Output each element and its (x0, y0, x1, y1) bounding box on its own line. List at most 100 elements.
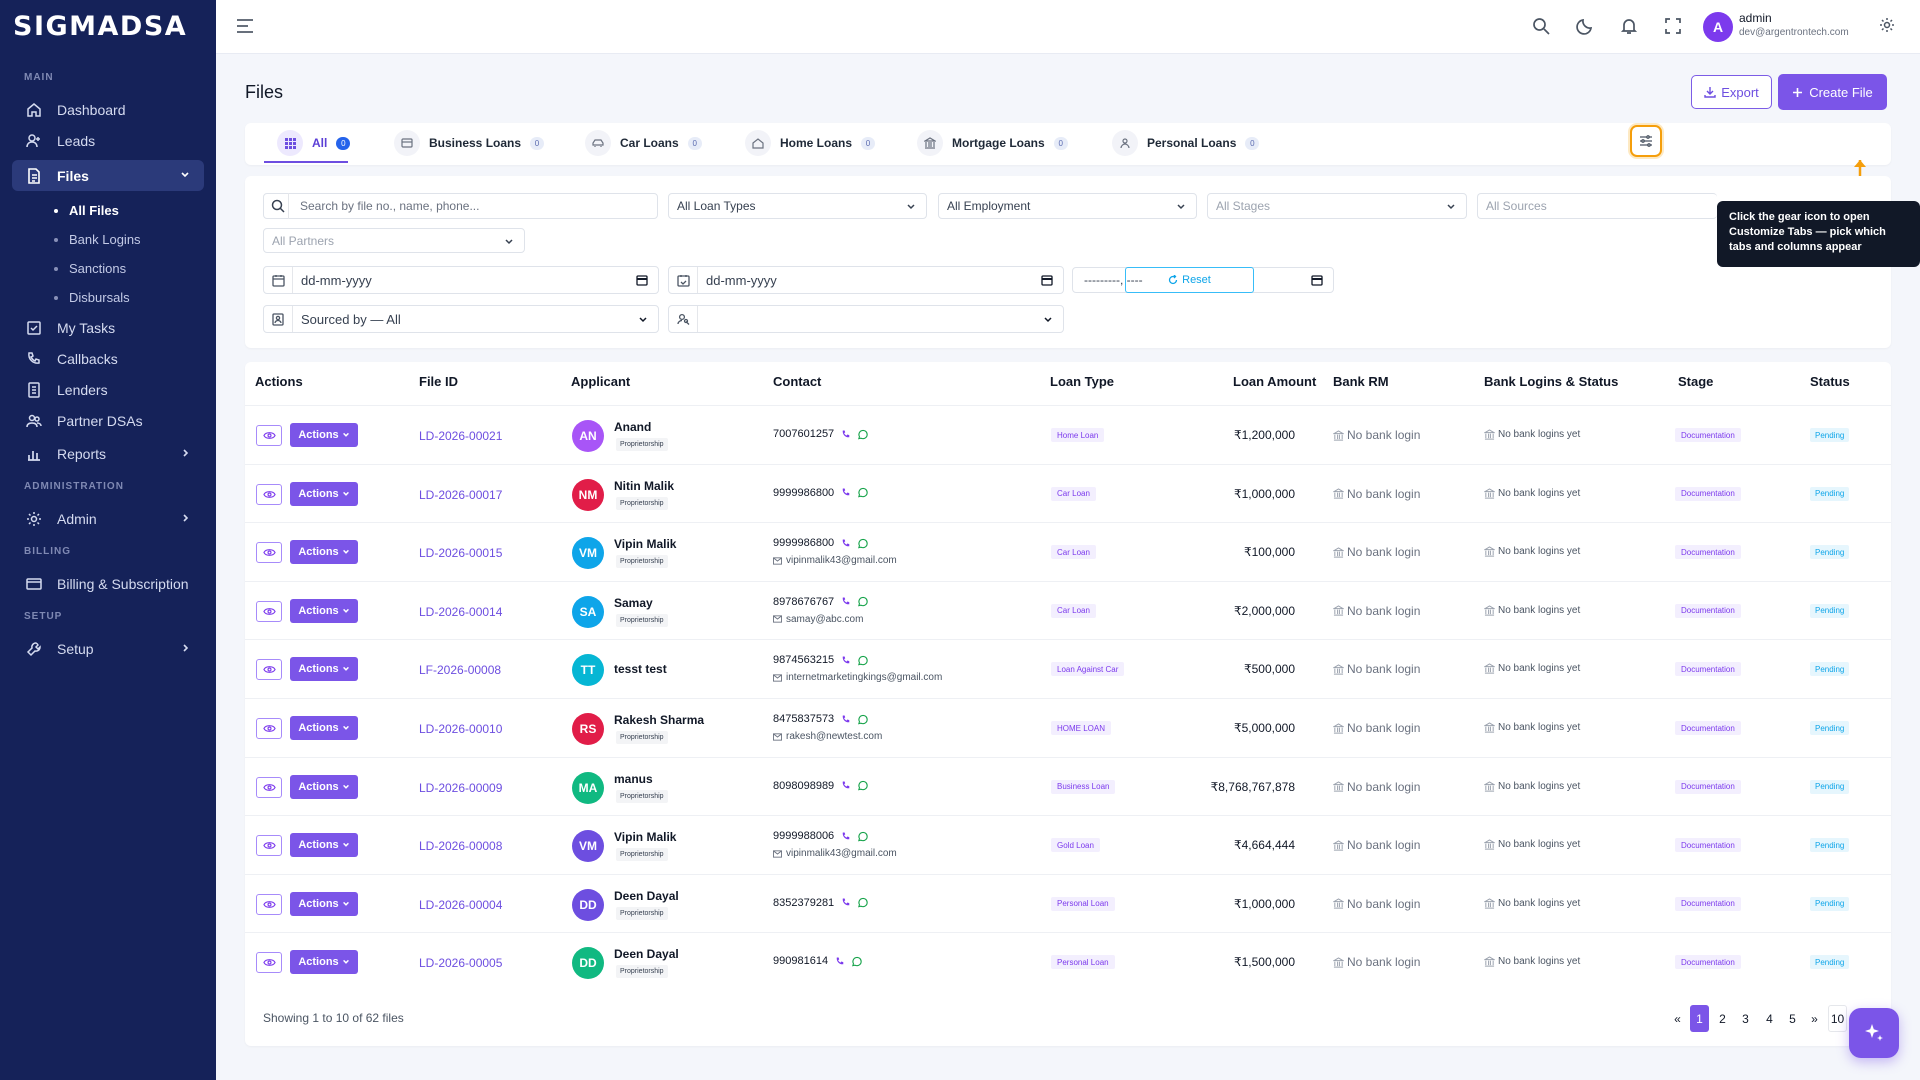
row-actions-button[interactable]: Actions (290, 540, 358, 565)
phone-icon[interactable] (835, 957, 844, 966)
calendar-picker-icon[interactable] (1041, 274, 1053, 286)
page-button[interactable]: » (1811, 1011, 1818, 1026)
view-file-button[interactable] (256, 776, 282, 798)
phone-icon[interactable] (841, 429, 850, 439)
view-file-button[interactable] (256, 542, 282, 564)
stages-select[interactable]: All Stages (1207, 193, 1467, 219)
hamburger-menu-icon[interactable] (236, 18, 254, 34)
phone-icon[interactable] (841, 488, 850, 497)
row-actions-button[interactable]: Actions (290, 598, 358, 623)
row-actions-button[interactable]: Actions (290, 774, 358, 799)
sidebar-item-admin[interactable]: Admin (12, 503, 204, 534)
phone-icon[interactable] (841, 539, 850, 548)
tab-car-loans[interactable]: Car Loans 0 (585, 123, 702, 163)
row-actions-button[interactable]: Actions (290, 716, 358, 740)
table-row[interactable]: Actions LD-2026-00021 AN Anand Proprietorshi… (245, 405, 1891, 463)
customize-tabs-button[interactable] (1630, 125, 1662, 157)
tab-mortgage-loans[interactable]: Mortgage Loans 0 (917, 123, 1068, 163)
page-button[interactable]: 5 (1789, 1011, 1796, 1026)
view-file-button[interactable] (256, 835, 282, 857)
whatsapp-icon[interactable] (857, 429, 868, 440)
user-filter-select[interactable] (668, 305, 1064, 333)
view-file-button[interactable] (256, 600, 282, 622)
phone-icon[interactable] (841, 898, 850, 907)
table-row[interactable]: Actions LD-2026-00004 DD Deen Dayal Propriet… (245, 873, 1891, 932)
sidebar-sub-disbursals[interactable]: Disbursals (0, 283, 216, 312)
page-button[interactable]: 3 (1742, 1011, 1749, 1026)
whatsapp-icon[interactable] (857, 596, 868, 607)
ai-assistant-button[interactable] (1849, 1008, 1899, 1058)
user-avatar[interactable]: A (1703, 12, 1733, 42)
page-button[interactable]: 1 (1690, 1005, 1709, 1032)
date-from-input[interactable]: dd-mm-yyyy (263, 266, 659, 294)
row-actions-button[interactable]: Actions (290, 423, 358, 447)
file-id-link[interactable]: LD-2026-00010 (419, 722, 503, 736)
employment-select[interactable]: All Employment (938, 193, 1197, 219)
file-id-link[interactable]: LD-2026-00005 (419, 956, 503, 971)
search-icon[interactable] (1532, 17, 1550, 35)
file-id-link[interactable]: LD-2026-00004 (419, 897, 503, 912)
row-actions-button[interactable]: Actions (290, 657, 358, 682)
whatsapp-icon[interactable] (857, 780, 868, 791)
table-row[interactable]: Actions LD-2026-00017 NM Nitin Malik Proprie… (245, 463, 1891, 522)
export-button[interactable]: Export (1691, 75, 1772, 109)
whatsapp-icon[interactable] (857, 538, 868, 549)
tab-home-loans[interactable]: Home Loans 0 (745, 123, 876, 163)
bell-icon[interactable] (1620, 17, 1638, 35)
row-actions-button[interactable]: Actions (290, 950, 358, 975)
sidebar-item-callbacks[interactable]: Callbacks (12, 343, 204, 374)
view-file-button[interactable] (256, 952, 282, 974)
fullscreen-icon[interactable] (1664, 17, 1682, 35)
sidebar-item-my-tasks[interactable]: My Tasks (12, 312, 204, 343)
table-row[interactable]: Actions LD-2026-00015 VM Vipin Malik Proprie… (245, 522, 1891, 580)
whatsapp-icon[interactable] (857, 714, 868, 725)
view-file-button[interactable] (256, 483, 282, 505)
calendar-picker-icon[interactable] (1311, 274, 1323, 286)
view-file-button[interactable] (256, 718, 282, 739)
phone-icon[interactable] (841, 597, 850, 606)
sources-select[interactable]: All Sources (1477, 193, 1717, 219)
sidebar-item-files[interactable]: Files (12, 160, 204, 191)
table-row[interactable]: Actions LD-2026-00010 RS Rakesh Sharma Propr… (245, 698, 1891, 756)
search-input[interactable]: Search by file no., name, phone... (263, 193, 658, 219)
partners-select[interactable]: All Partners (263, 228, 525, 253)
date-to-input[interactable]: dd-mm-yyyy (668, 266, 1064, 294)
sidebar-sub-sanctions[interactable]: Sanctions (0, 254, 216, 283)
file-id-link[interactable]: LD-2026-00015 (419, 546, 503, 561)
create-file-button[interactable]: Create File (1778, 74, 1887, 110)
page-button[interactable]: « (1674, 1011, 1681, 1026)
sidebar-item-reports[interactable]: Reports (12, 438, 204, 469)
sidebar-sub-bank-logins[interactable]: Bank Logins (0, 225, 216, 254)
file-id-link[interactable]: LD-2026-00021 (419, 429, 503, 443)
table-row[interactable]: Actions LD-2026-00005 DD Deen Dayal Propriet… (245, 932, 1891, 990)
table-row[interactable]: Actions LD-2026-00009 MA manus Proprietorshi… (245, 756, 1891, 815)
page-button[interactable]: 2 (1719, 1011, 1726, 1026)
sidebar-item-billing[interactable]: Billing & Subscription (12, 568, 204, 599)
calendar-picker-icon[interactable] (636, 274, 648, 286)
row-actions-button[interactable]: Actions (290, 481, 358, 506)
whatsapp-icon[interactable] (857, 831, 868, 842)
file-id-link[interactable]: LD-2026-00008 (419, 839, 503, 854)
page-button[interactable]: 10 (1828, 1005, 1847, 1032)
month-input[interactable]: ---------, ---- (1072, 267, 1334, 293)
file-id-link[interactable]: LD-2026-00017 (419, 487, 503, 502)
table-row[interactable]: Actions LD-2026-00008 VM Vipin Malik Proprie… (245, 815, 1891, 873)
phone-icon[interactable] (841, 781, 850, 790)
tab-personal-loans[interactable]: Personal Loans 0 (1112, 123, 1260, 163)
settings-gear-icon[interactable] (1879, 17, 1895, 33)
row-actions-button[interactable]: Actions (290, 891, 358, 916)
whatsapp-icon[interactable] (851, 956, 862, 967)
file-id-link[interactable]: LF-2026-00008 (419, 663, 502, 678)
sidebar-item-lenders[interactable]: Lenders (12, 374, 204, 405)
view-file-button[interactable] (256, 425, 282, 446)
file-id-link[interactable]: LD-2026-00009 (419, 780, 503, 795)
phone-icon[interactable] (841, 714, 850, 724)
sidebar-item-dashboard[interactable]: Dashboard (12, 94, 204, 125)
tab-business-loans[interactable]: Business Loans 0 (394, 123, 545, 163)
moon-icon[interactable] (1576, 17, 1594, 35)
table-row[interactable]: Actions LF-2026-00008 TT tesst test 98745632… (245, 639, 1891, 697)
whatsapp-icon[interactable] (857, 655, 868, 666)
phone-icon[interactable] (841, 832, 850, 841)
whatsapp-icon[interactable] (857, 487, 868, 498)
table-row[interactable]: Actions LD-2026-00014 SA Samay Proprietorshi… (245, 580, 1891, 639)
